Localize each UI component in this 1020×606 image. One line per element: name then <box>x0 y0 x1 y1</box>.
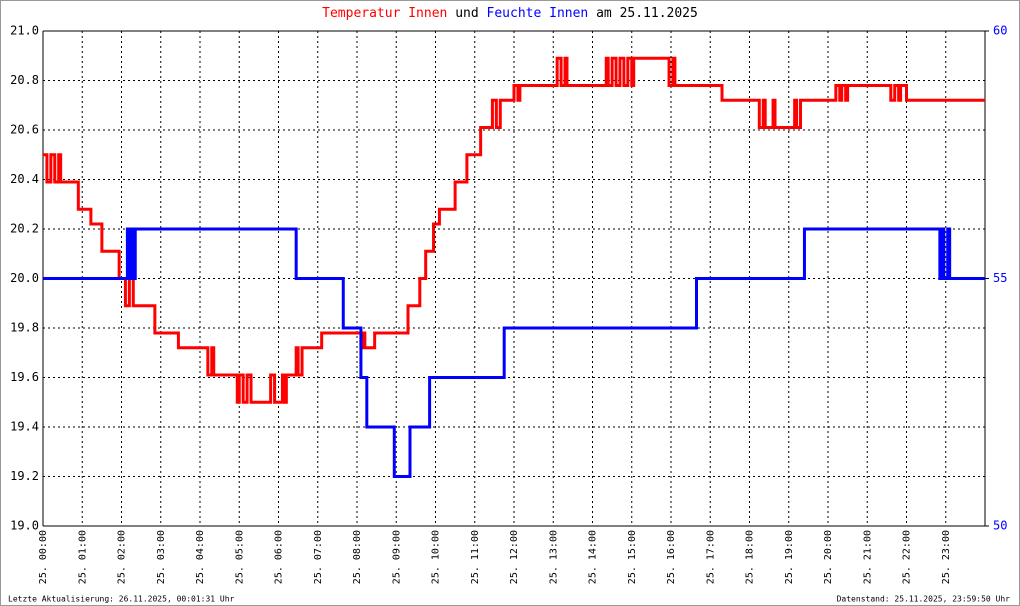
x-tick-label: 25. 05:00 <box>234 530 245 584</box>
x-tick-label: 25. 12:00 <box>509 530 520 584</box>
y-tick-label: 20.4 <box>10 172 39 186</box>
x-tick-label: 25. 15:00 <box>627 530 638 584</box>
x-tick-label: 25. 19:00 <box>784 530 795 584</box>
y-tick-label: 20.0 <box>10 271 39 285</box>
y-tick-label: 19.2 <box>10 469 39 483</box>
y-tick-label: 19.0 <box>10 519 39 533</box>
title-series-1: Temperatur Innen <box>322 6 447 21</box>
x-tick-label: 25. 02:00 <box>117 530 128 584</box>
y-tick-label: 20.6 <box>10 123 39 137</box>
y2-tick-label: 50 <box>993 519 1007 533</box>
y2-tick-label: 60 <box>993 24 1007 38</box>
x-tick-label: 25. 04:00 <box>195 530 206 584</box>
title-join: und <box>455 6 478 21</box>
chart-title: Temperatur Innen und Feuchte Innen am 25… <box>322 6 698 21</box>
footer-right: Datenstand: 25.11.2025, 23:59:50 Uhr <box>837 595 1011 604</box>
y-tick-label: 21.0 <box>10 24 39 38</box>
y-tick-label: 19.6 <box>10 370 39 384</box>
data-line <box>43 56 985 404</box>
x-tick-label: 25. 11:00 <box>470 530 481 584</box>
footer-left: Letzte Aktualisierung: 26.11.2025, 00:01… <box>8 595 235 604</box>
x-tick-label: 25. 21:00 <box>862 530 873 584</box>
x-tick-label: 25. 09:00 <box>391 530 402 584</box>
x-tick-label: 25. 17:00 <box>705 530 716 584</box>
x-tick-label: 25. 16:00 <box>666 530 677 584</box>
x-tick-label: 25. 20:00 <box>823 530 834 584</box>
x-tick-label: 25. 07:00 <box>313 530 324 584</box>
y-tick-label: 20.8 <box>10 73 39 87</box>
x-tick-label: 25. 00:00 <box>38 530 49 584</box>
x-tick-label: 25. 03:00 <box>156 530 167 584</box>
x-tick-label: 25. 13:00 <box>548 530 559 584</box>
x-tick-label: 25. 10:00 <box>431 530 442 584</box>
y2-tick-label: 55 <box>993 271 1007 285</box>
x-tick-label: 25. 18:00 <box>745 530 756 584</box>
x-tick-label: 25. 06:00 <box>274 530 285 584</box>
y-tick-label: 20.2 <box>10 222 39 236</box>
y-tick-label: 19.8 <box>10 321 39 335</box>
title-suffix: am 25.11.2025 <box>596 6 698 21</box>
x-tick-label: 25. 01:00 <box>77 530 88 584</box>
x-tick-label: 25. 23:00 <box>941 530 952 584</box>
x-tick-label: 25. 14:00 <box>588 530 599 584</box>
title-series-2: Feuchte Innen <box>487 6 589 21</box>
data-line <box>43 227 985 478</box>
x-tick-label: 25. 08:00 <box>352 530 363 584</box>
y-tick-label: 19.4 <box>10 420 39 434</box>
x-tick-label: 25. 22:00 <box>902 530 913 584</box>
